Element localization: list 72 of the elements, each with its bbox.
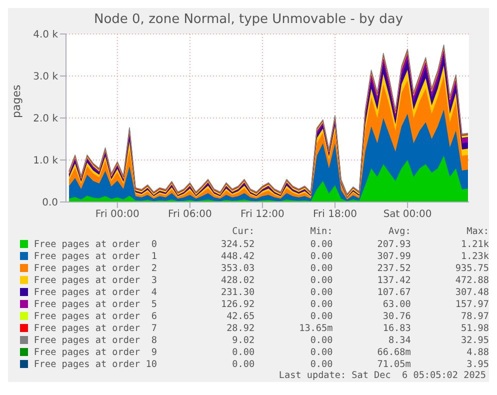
- text: 1.21k: [460, 238, 489, 250]
- legend-label: Free pages at order 5: [34, 298, 158, 310]
- legend-label: Free pages at order 7: [34, 322, 158, 334]
- text: 157.97: [454, 298, 489, 310]
- legend-label: Free pages at order 3: [34, 274, 158, 286]
- text: 107.67: [376, 286, 411, 298]
- text: 78.97: [460, 310, 489, 322]
- y-tick-label: 3.0 k: [33, 72, 58, 83]
- x-tick-label: Sat 00:00: [383, 209, 432, 220]
- text: 935.75: [454, 262, 489, 274]
- y-tick-label: 1.0 k: [33, 156, 58, 167]
- text: 307.99: [376, 250, 411, 262]
- x-tick-label: Fri 06:00: [168, 209, 212, 220]
- text: 66.68m: [376, 346, 411, 358]
- x-tick-label: Fri 12:00: [240, 209, 284, 220]
- text: 126.92: [220, 298, 255, 310]
- text: 8.34: [387, 334, 411, 346]
- text: 231.30: [220, 286, 255, 298]
- text: 448.42: [220, 250, 255, 262]
- text: 32.95: [460, 334, 489, 346]
- text: 0.00: [309, 334, 333, 346]
- text: 51.98: [460, 322, 489, 334]
- text: 13.65m: [298, 322, 333, 334]
- text: 30.76: [382, 310, 411, 322]
- legend-label: Free pages at order 10: [34, 358, 158, 370]
- legend-label: Free pages at order 4: [34, 286, 158, 298]
- text: 0.00: [309, 250, 333, 262]
- y-axis-title: pages: [10, 84, 23, 118]
- text: Avg:: [387, 226, 411, 238]
- text: Cur:: [231, 226, 254, 238]
- y-tick-label: 2.0 k: [33, 114, 58, 125]
- text: 28.92: [226, 322, 255, 334]
- legend-label: Free pages at order 1: [34, 250, 158, 262]
- text: 137.42: [376, 274, 411, 286]
- y-tick-label: 4.0 k: [33, 30, 58, 41]
- legend-label: Free pages at order 9: [34, 346, 158, 358]
- text: 237.52: [376, 262, 411, 274]
- legend-label: Free pages at order 8: [34, 334, 158, 346]
- text: 307.48: [454, 286, 489, 298]
- x-tick-label: Fri 18:00: [313, 209, 357, 220]
- text: 0.00: [309, 358, 333, 370]
- text: 16.83: [382, 322, 411, 334]
- text: 0.00: [309, 274, 333, 286]
- text: 353.03: [220, 262, 255, 274]
- x-tick-label: Fri 00:00: [95, 209, 140, 220]
- text: 63.00: [382, 298, 411, 310]
- text: 0.00: [231, 358, 255, 370]
- chart-title: Node 0, zone Normal, type Unmovable - by day: [92, 11, 404, 29]
- text: 0.00: [309, 310, 333, 322]
- y-tick-label: 0.0: [42, 198, 58, 209]
- text: 207.93: [376, 238, 411, 250]
- text: 0.00: [309, 262, 333, 274]
- legend-label: Free pages at order 6: [34, 310, 158, 322]
- text: Last update: Sat Dec 6 05:05:02 2025: [278, 370, 486, 382]
- legend-label: Free pages at order 2: [34, 262, 158, 274]
- text: 4.88: [466, 346, 489, 358]
- legend-label: Free pages at order 0: [34, 238, 158, 250]
- text: 324.52: [220, 238, 255, 250]
- text: Min:: [309, 226, 333, 238]
- text: 1.23k: [460, 250, 489, 262]
- text: 428.02: [220, 274, 255, 286]
- text: 472.88: [454, 274, 489, 286]
- text: 0.00: [309, 286, 333, 298]
- text: 0.00: [231, 346, 255, 358]
- text: 42.65: [226, 310, 255, 322]
- text: 9.02: [231, 334, 255, 346]
- text: 0.00: [309, 346, 333, 358]
- text: Max:: [466, 226, 490, 238]
- text: 0.00: [309, 238, 333, 250]
- text: 0.00: [309, 298, 333, 310]
- text: 71.05m: [376, 358, 411, 370]
- text: 3.95: [466, 358, 489, 370]
